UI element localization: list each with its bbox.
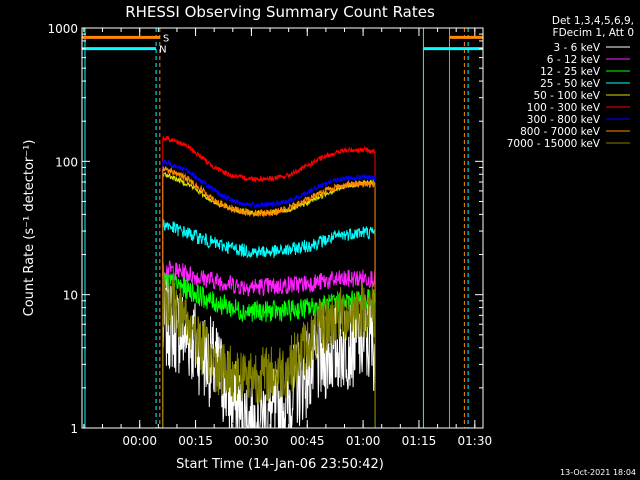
x-tick-label: 01:30: [458, 434, 493, 448]
x-tick-label: 01:00: [346, 434, 381, 448]
series-7000-15000-kev: [162, 275, 376, 405]
x-tick-label: 01:15: [402, 434, 437, 448]
series-800-7000-kev: [162, 166, 376, 218]
legend-label-300-800-kev: 300 - 800 keV: [527, 114, 601, 126]
y-tick-label: 100: [55, 155, 78, 169]
legend-header-line: FDecim 1, Att 0: [553, 27, 634, 39]
series-100-300-kev: [162, 135, 376, 184]
legend-label-6-12-kev: 6 - 12 keV: [547, 54, 601, 66]
x-tick-label: 00:15: [178, 434, 213, 448]
legend-label-100-300-kev: 100 - 300 keV: [527, 102, 601, 114]
legend-label-50-100-kev: 50 - 100 keV: [533, 90, 600, 102]
series-6-12-kev: [162, 260, 376, 297]
x-tick-label: 00:00: [122, 434, 157, 448]
legend-label-3-6-kev: 3 - 6 keV: [553, 42, 600, 54]
y-axis-label: Count Rate (s⁻¹ detector⁻¹): [22, 140, 37, 317]
y-tick-label: 10: [63, 289, 78, 303]
x-tick-label: 00:30: [234, 434, 269, 448]
y-tick-label: 1000: [47, 22, 78, 36]
axes: 00:00 00:15 00:30 00:45 01:00 01:15 01:30 1 10 10…: [47, 22, 492, 448]
legend-label-800-7000-kev: 800 - 7000 keV: [520, 126, 601, 138]
x-axis-label: Start Time (14-Jan-06 23:50:42): [176, 457, 384, 472]
x-tick-label: 00:45: [290, 434, 325, 448]
plot-frame: [81, 27, 484, 429]
series-300-800-kev: [162, 159, 376, 208]
marker-s-label: S: [163, 33, 169, 44]
legend: Det 1,3,4,5,6,9,FDecim 1, Att 0 3 - 6 keV…: [507, 15, 634, 150]
plot-area: SN: [82, 28, 483, 429]
series-25-50-kev: [162, 219, 376, 259]
chart-title: RHESSI Observing Summary Count Rates: [125, 3, 435, 21]
legend-label-12-25-kev: 12 - 25 keV: [540, 66, 601, 78]
y-tick-label: 1: [70, 422, 78, 436]
legend-label-25-50-kev: 25 - 50 keV: [540, 78, 601, 90]
legend-header-line: Det 1,3,4,5,6,9,: [552, 15, 634, 27]
footer-timestamp: 13-Oct-2021 18:04: [560, 468, 636, 477]
marker-n-label: N: [159, 45, 166, 56]
legend-label-7000-15000-kev: 7000 - 15000 keV: [507, 138, 601, 150]
